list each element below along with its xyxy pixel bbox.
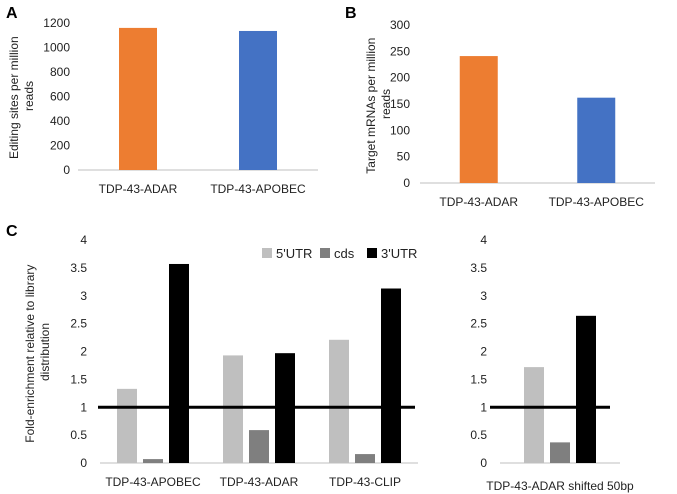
y-tick-label: 800	[50, 65, 70, 79]
y-tick-label: 0	[403, 176, 410, 190]
bar-tdp-43-apobec	[239, 30, 277, 171]
y-axis-label-fold-enrichment: Fold-enrichment relative to library dist…	[23, 261, 52, 442]
legend-label-5utr: 5'UTR	[276, 246, 312, 261]
y-tick-label: 250	[390, 44, 410, 58]
bar-5utr	[117, 388, 137, 463]
y-axis-label-line-2: distribution	[38, 323, 52, 381]
y-tick-label: 3.5	[470, 261, 487, 275]
chart-fold-enrichment: Fold-enrichment relative to library dist…	[23, 233, 418, 489]
y-tick-label: 1200	[43, 16, 70, 30]
y-axis-label-line-1: Editing sites per million	[7, 36, 21, 159]
y-tick-label: 2	[80, 345, 87, 359]
y-tick-label: 2.5	[70, 317, 87, 331]
bar-cds	[355, 454, 375, 463]
bar-3utr	[169, 263, 189, 463]
bar-cds	[550, 442, 570, 463]
category-label: TDP-43-ADAR	[220, 475, 299, 489]
y-axis-label-line-1: Fold-enrichment relative to library	[23, 265, 37, 443]
y-axis-label-line-2: reads	[22, 81, 36, 111]
y-tick-label: 600	[50, 90, 70, 104]
chart-fold-enrichment-shifted: 0 0.5 1 1.5 2 2.5 3 3.5 4 TDP-43-ADAR shifted 50b…	[470, 233, 634, 493]
y-axis-label-editing-sites: Editing sites per million reads	[7, 33, 36, 159]
y-tick-label: 1	[80, 400, 87, 414]
y-tick-label: 4	[80, 233, 87, 247]
category-label: TDP-43-CLIP	[329, 475, 401, 489]
y-tick-label: 0	[80, 456, 87, 470]
y-axis-label-target-mrnas: Target mRNAs per million reads	[364, 34, 393, 173]
y-tick-label: 3	[480, 289, 487, 303]
category-label: TDP-43-ADAR shifted 50bp	[486, 479, 634, 493]
bar-5utr	[329, 339, 349, 463]
y-tick-label: 0.5	[470, 428, 487, 442]
y-tick-label: 150	[390, 97, 410, 111]
bar-tdp-43-apobec	[577, 97, 616, 183]
y-tick-label: 0.5	[70, 428, 87, 442]
legend-swatch-cds	[320, 248, 330, 258]
bar-tdp-43-adar	[459, 56, 498, 183]
y-tick-label: 0	[63, 163, 70, 177]
y-tick-label: 4	[480, 233, 487, 247]
bar-3utr	[576, 315, 596, 463]
y-tick-label: 1.5	[70, 372, 87, 386]
chart-target-mrnas: Target mRNAs per million reads 0 50 100 150…	[364, 18, 655, 209]
panel-letter-c: C	[6, 223, 18, 240]
y-tick-label: 100	[390, 123, 410, 137]
chart-editing-sites: Editing sites per million reads 0 200 400 6…	[7, 16, 318, 196]
y-tick-label: 3.5	[70, 261, 87, 275]
y-tick-label: 2	[480, 345, 487, 359]
bar-cds	[143, 459, 163, 463]
y-tick-label: 1.5	[470, 372, 487, 386]
legend-label-3utr: 3'UTR	[381, 246, 417, 261]
category-label: TDP-43-ADAR	[439, 195, 518, 209]
bar-tdp-43-adar	[119, 27, 157, 171]
category-label: TDP-43-APOBEC	[210, 182, 306, 196]
category-label: TDP-43-APOBEC	[549, 195, 645, 209]
legend-label-cds: cds	[334, 246, 355, 261]
y-tick-label: 2.5	[470, 317, 487, 331]
panel-letter-a: A	[6, 5, 18, 22]
y-tick-label: 3	[80, 289, 87, 303]
legend-swatch-5utr	[262, 248, 272, 258]
y-tick-label: 400	[50, 114, 70, 128]
bar-5utr	[223, 355, 243, 463]
category-label: TDP-43-ADAR	[99, 182, 178, 196]
y-tick-label: 50	[397, 150, 411, 164]
category-label: TDP-43-APOBEC	[105, 475, 201, 489]
y-tick-label: 200	[390, 71, 410, 85]
panel-letter-b: B	[345, 5, 357, 22]
bar-cds	[249, 430, 269, 463]
bar-3utr	[381, 288, 401, 463]
y-tick-label: 1000	[43, 41, 70, 55]
y-tick-label: 1	[480, 400, 487, 414]
y-tick-label: 0	[480, 456, 487, 470]
bar-5utr	[524, 367, 544, 463]
y-axis-label-line-2: reads	[379, 89, 393, 119]
y-tick-label: 200	[50, 139, 70, 153]
legend-swatch-3utr	[367, 248, 377, 258]
y-tick-label: 300	[390, 18, 410, 32]
y-axis-label-line-1: Target mRNAs per million	[364, 38, 378, 174]
